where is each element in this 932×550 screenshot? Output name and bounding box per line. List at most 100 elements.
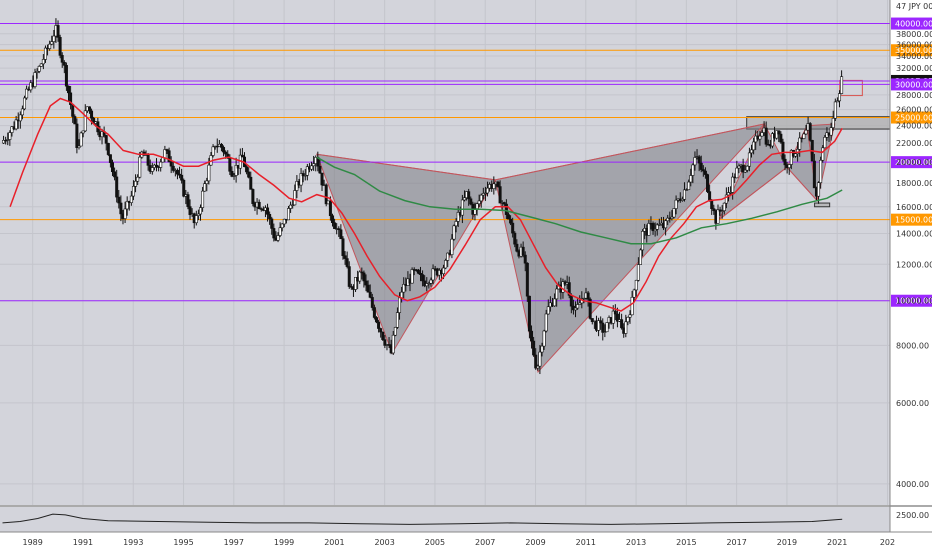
candle-body xyxy=(175,169,179,175)
candle-body xyxy=(366,284,370,293)
x-tick-label: 1999 xyxy=(274,538,294,547)
price-series xyxy=(2,18,844,375)
candle-body xyxy=(286,208,290,221)
candle-body xyxy=(735,167,739,179)
candle-body xyxy=(374,317,378,323)
candle-body xyxy=(469,198,473,205)
price-tag xyxy=(891,294,932,307)
price-tag xyxy=(891,17,932,30)
candle-body xyxy=(689,175,693,183)
candle-body xyxy=(6,139,10,141)
candle-body xyxy=(134,180,138,187)
candle-body xyxy=(39,63,43,67)
y-tick-label: 20000.00 xyxy=(896,158,932,167)
candle-body xyxy=(586,292,590,300)
candle-body xyxy=(354,277,358,290)
x-tick-label: 1995 xyxy=(173,538,193,547)
candle-body xyxy=(574,307,578,311)
candle-body xyxy=(693,157,697,166)
candle-body xyxy=(293,190,297,206)
candle-body xyxy=(666,217,670,222)
price-tag xyxy=(891,44,932,57)
candle-body xyxy=(615,313,619,322)
candle-body xyxy=(398,297,402,313)
candle-body xyxy=(159,161,163,168)
candle-body xyxy=(701,169,705,172)
candle-body xyxy=(182,179,186,197)
time-axis[interactable]: 1989 1991 1993 1995 1997 1999 2001 2003 2005 2007… xyxy=(23,538,896,547)
moving-averages xyxy=(9,97,843,312)
price-tag-label: 20000.00 xyxy=(895,158,932,167)
y-tick-label: 4000.00 xyxy=(896,480,929,489)
candle-body xyxy=(303,174,307,177)
candle-body xyxy=(674,199,678,209)
candle-body xyxy=(454,221,458,227)
candle-body xyxy=(60,55,64,63)
x-tick-label: 2003 xyxy=(374,538,394,547)
candle-body xyxy=(347,266,351,287)
x-tick-label: 2015 xyxy=(676,538,696,547)
candle-body xyxy=(511,222,515,234)
candle-body xyxy=(310,165,314,170)
y-tick-label: 12000.00 xyxy=(896,260,932,269)
candle-body xyxy=(402,284,406,293)
candle-body xyxy=(247,171,251,178)
candle-body xyxy=(680,198,684,201)
candle-body xyxy=(343,255,347,259)
candle-body xyxy=(794,153,798,157)
y-tick-label: 14000.00 xyxy=(896,229,932,238)
candle-body xyxy=(10,126,14,133)
candle-body xyxy=(146,154,150,166)
candle-body xyxy=(249,176,253,190)
candle-body xyxy=(634,279,638,291)
candle-body xyxy=(291,204,295,206)
candle-body xyxy=(230,170,234,177)
price-tag xyxy=(891,78,932,91)
candle-body xyxy=(337,228,341,231)
candle-body xyxy=(741,164,745,173)
candle-body xyxy=(25,88,29,99)
candle-body xyxy=(79,132,83,147)
candle-body xyxy=(729,192,733,194)
candle-body xyxy=(630,296,634,316)
candle-body xyxy=(35,71,39,73)
candle-body xyxy=(486,187,490,194)
candle-body xyxy=(467,191,471,200)
candle-body xyxy=(395,312,399,328)
candle-body xyxy=(578,302,582,305)
candle-body xyxy=(108,154,112,163)
candle-body xyxy=(278,227,282,236)
candle-body xyxy=(280,223,284,229)
candle-body xyxy=(829,127,833,136)
price-tag xyxy=(891,111,932,124)
x-tick-label: 2021 xyxy=(827,538,847,547)
candle-body xyxy=(664,220,668,229)
x-tick-label: 2005 xyxy=(425,538,445,547)
candle-body xyxy=(808,123,812,141)
candle-body xyxy=(62,62,66,66)
candle-body xyxy=(167,150,171,163)
price-axis[interactable]: 4000.00 6000.00 8000.00 10000.00 12000.00 140… xyxy=(896,30,932,489)
candle-body xyxy=(446,252,450,261)
candle-body xyxy=(628,314,632,318)
candle-body xyxy=(603,331,607,333)
y-tick-label: 34000.00 xyxy=(896,52,932,61)
candle-body xyxy=(232,175,236,177)
candle-body xyxy=(228,157,232,172)
candle-body xyxy=(41,59,45,65)
candle-body xyxy=(115,176,119,198)
candle-body xyxy=(416,269,420,274)
candle-body xyxy=(523,254,527,264)
candle-body xyxy=(481,193,485,196)
candle-body xyxy=(743,169,747,173)
y-tick-label: 6000.00 xyxy=(896,399,929,408)
candle-body xyxy=(270,218,274,229)
candle-body xyxy=(599,320,603,324)
candle-body xyxy=(37,66,41,72)
candle-body xyxy=(706,174,710,192)
candle-body xyxy=(360,271,364,274)
candle-body xyxy=(553,298,557,307)
candle-body xyxy=(48,43,52,49)
candle-body xyxy=(685,189,689,191)
candle-body xyxy=(312,163,316,167)
